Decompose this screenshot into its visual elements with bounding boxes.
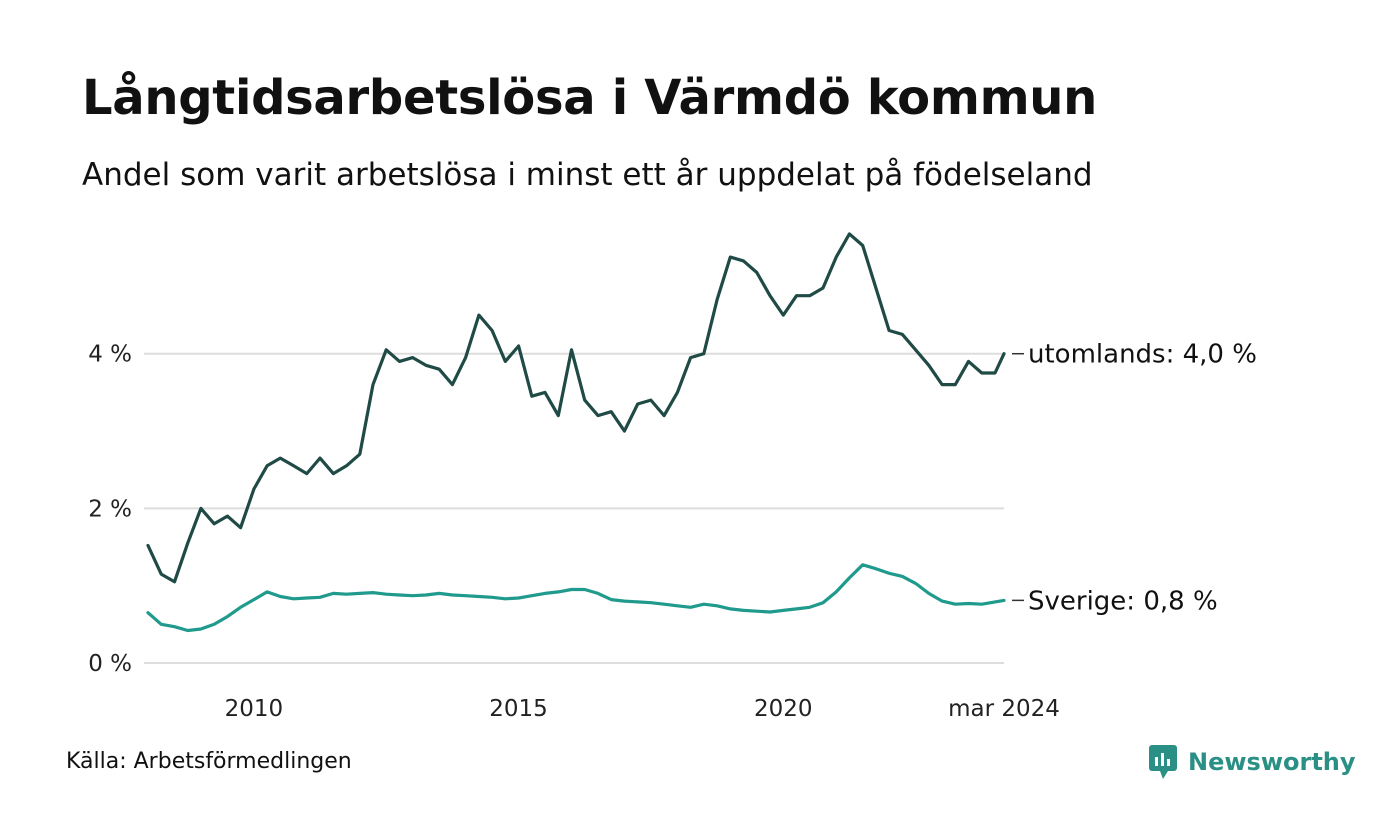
series-line-sverige [146, 563, 1006, 633]
brand-logo: Newsworthy [1148, 744, 1356, 780]
series-end-label-utomlands: utomlands: 4,0 % [1028, 340, 1257, 370]
series-line-utomlands [146, 232, 1006, 584]
x-tick-label: mar 2024 [948, 696, 1060, 722]
y-tick-label: 0 % [88, 651, 132, 677]
x-tick-label: 2015 [489, 696, 548, 722]
x-tick-label: 2020 [754, 696, 813, 722]
x-axis-ticks: 2010 2015 2020 mar 2024 [225, 696, 1060, 722]
newsworthy-logo-icon [1149, 745, 1177, 779]
y-tick-label: 2 % [88, 496, 132, 522]
y-tick-label: 4 % [88, 342, 132, 368]
y-axis-ticks: 0 % 2 % 4 % [88, 342, 132, 677]
grid-lines [144, 352, 1004, 664]
source-note: Källa: Arbetsförmedlingen [66, 749, 352, 774]
x-tick-label: 2010 [225, 696, 284, 722]
series-end-label-sverige: Sverige: 0,8 % [1028, 586, 1218, 616]
chart-subtitle: Andel som varit arbetslösa i minst ett å… [82, 157, 1093, 193]
series-end-labels: utomlands: 4,0 % Sverige: 0,8 % [1012, 340, 1257, 616]
series-lines [146, 232, 1006, 633]
brand-name: Newsworthy [1188, 748, 1356, 776]
chart-title: Långtidsarbetslösa i Värmdö kommun [82, 70, 1098, 126]
